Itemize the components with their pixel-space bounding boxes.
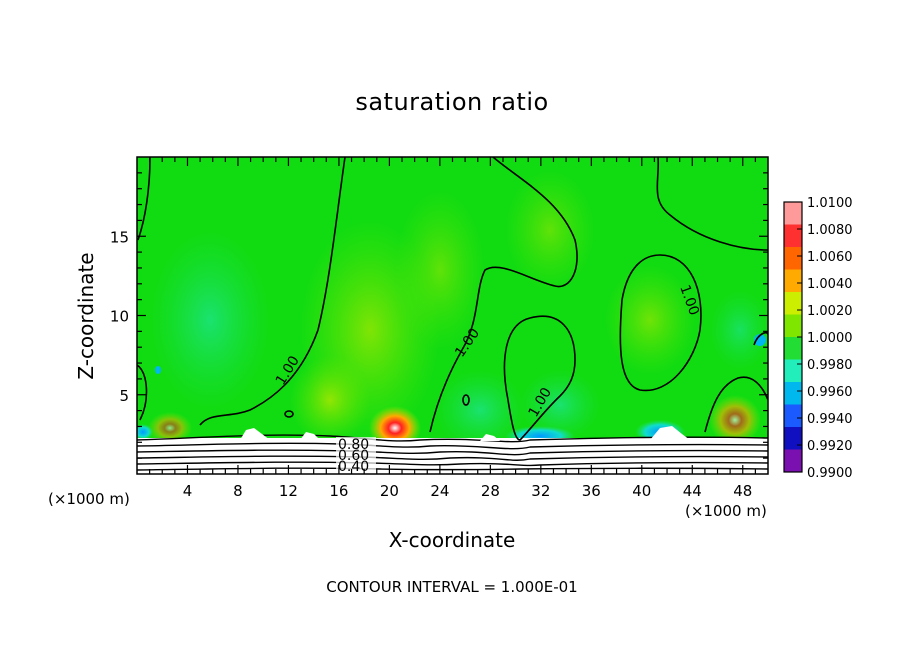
- colorbar-swatch: [784, 314, 802, 338]
- contour-interval-note: CONTOUR INTERVAL = 1.000E-01: [326, 578, 578, 596]
- colorbar-label: 1.0000: [807, 331, 853, 346]
- contour-label: 0.40: [338, 459, 369, 475]
- x-tick-label: 40: [632, 482, 651, 500]
- colorbar-swatch: [784, 337, 802, 360]
- colorbar-swatch: [784, 382, 802, 405]
- x-tick-label: 48: [733, 482, 752, 500]
- colorbar: 1.0100 1.0080 1.0060 1.0040 1.0020 1.0000 0.99…: [783, 196, 853, 481]
- colorbar-label: 0.9980: [807, 358, 853, 373]
- heatmap-field: [137, 157, 768, 474]
- colorbar-swatch: [784, 224, 802, 248]
- colorbar-label: 0.9920: [807, 439, 853, 454]
- x-tick-label: 36: [582, 482, 601, 500]
- x-tick-label: 8: [233, 482, 243, 500]
- x-tick-label: 12: [279, 482, 298, 500]
- colorbar-label: 1.0020: [807, 304, 853, 319]
- x-tick-label: 28: [481, 482, 500, 500]
- y-axis: 5 10 15: [110, 172, 768, 459]
- colorbar-label: 1.0040: [807, 277, 853, 292]
- colorbar-swatch: [784, 292, 802, 315]
- x-tick-label: 24: [430, 482, 449, 500]
- colorbar-label: 0.9960: [807, 385, 853, 400]
- colorbar-swatch: [784, 427, 802, 450]
- x-tick-label: 44: [683, 482, 702, 500]
- x-tick-label: 20: [380, 482, 399, 500]
- y-tick-label: 15: [110, 228, 129, 246]
- y-tick-label: 10: [110, 308, 129, 326]
- colorbar-swatch: [784, 359, 802, 383]
- x-tick-label: 32: [531, 482, 550, 500]
- colorbar-swatch: [784, 404, 802, 428]
- x-unit-label: (×1000 m): [685, 502, 767, 520]
- colorbar-swatch: [784, 247, 802, 270]
- chart-title: saturation ratio: [355, 88, 549, 116]
- colorbar-label: 1.0060: [807, 250, 853, 265]
- x-axis: 4 8 12 16 20 24 28 32 36 40 44 48: [149, 157, 756, 500]
- colorbar-label: 0.9940: [807, 412, 853, 427]
- y-axis-label: Z-coordinate: [74, 252, 98, 380]
- colorbar-label: 0.9900: [807, 466, 853, 481]
- colorbar-swatch: [784, 449, 802, 473]
- x-axis-label: X-coordinate: [388, 528, 516, 552]
- contour-label: 0.60: [338, 448, 369, 464]
- contour-label: 0.80: [338, 437, 369, 453]
- colorbar-swatch: [784, 269, 802, 293]
- colorbar-label: 1.0080: [807, 223, 853, 238]
- x-tick-label: 4: [183, 482, 193, 500]
- y-unit-label: (×1000 m): [48, 490, 130, 508]
- x-tick-label: 16: [329, 482, 348, 500]
- colorbar-label: 1.0100: [807, 196, 853, 211]
- y-tick-label: 5: [119, 387, 129, 405]
- colorbar-swatch: [784, 202, 802, 225]
